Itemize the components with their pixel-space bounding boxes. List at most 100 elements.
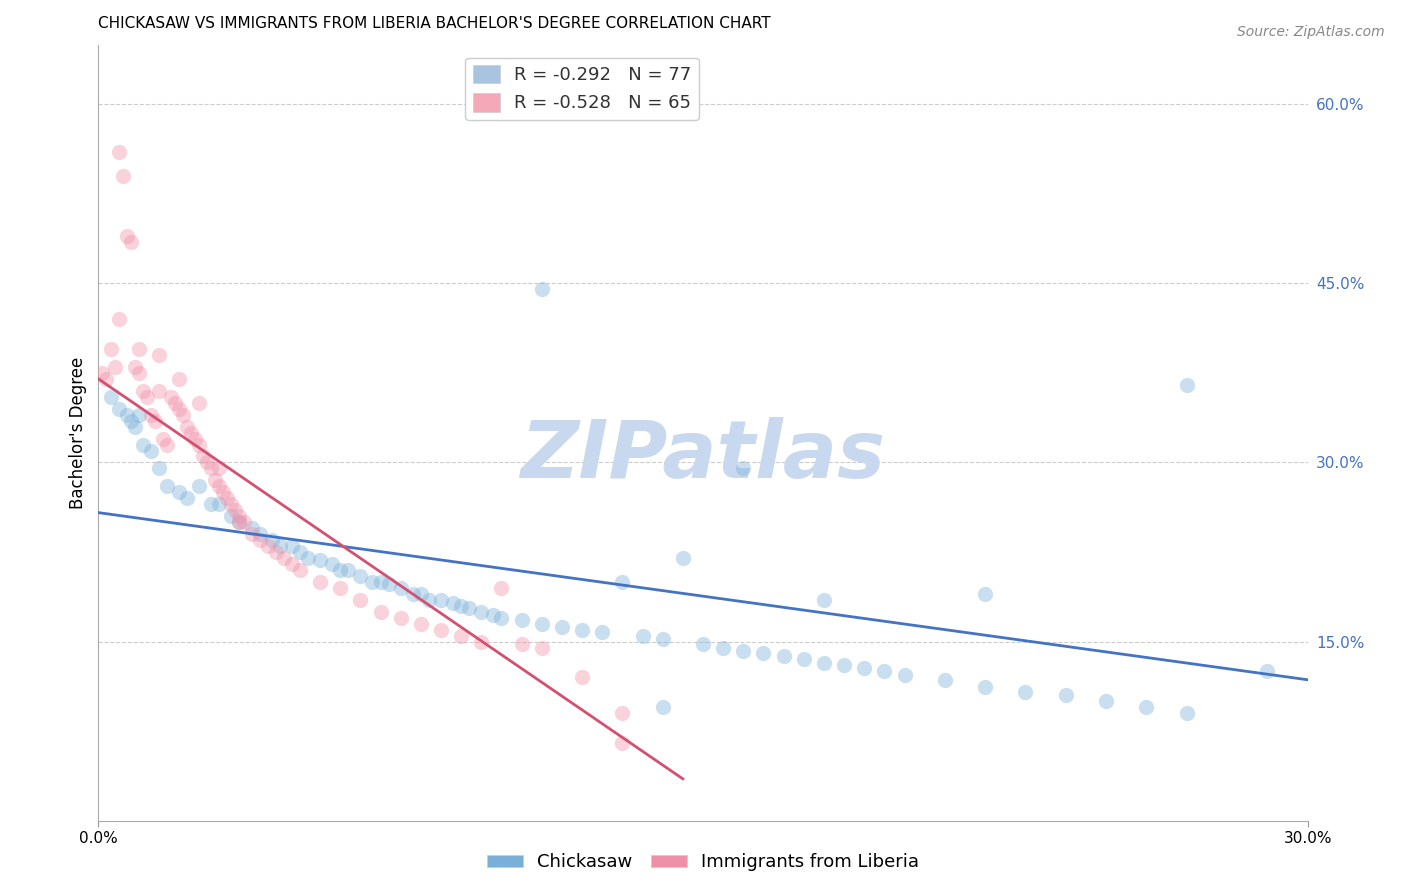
Point — [491, 581, 513, 595]
Point — [107, 312, 129, 326]
Point — [148, 461, 170, 475]
Point — [470, 605, 492, 619]
Point — [631, 629, 654, 643]
Point — [167, 372, 190, 386]
Point — [232, 515, 254, 529]
Point — [115, 228, 138, 243]
Point — [103, 359, 125, 374]
Point — [409, 587, 432, 601]
Point — [458, 601, 481, 615]
Point — [510, 613, 533, 627]
Point — [974, 680, 997, 694]
Point — [530, 282, 553, 296]
Text: CHICKASAW VS IMMIGRANTS FROM LIBERIA BACHELOR'S DEGREE CORRELATION CHART: CHICKASAW VS IMMIGRANTS FROM LIBERIA BAC… — [98, 16, 770, 31]
Point — [212, 485, 235, 500]
Point — [1135, 700, 1157, 714]
Point — [100, 390, 122, 404]
Point — [115, 408, 138, 422]
Point — [752, 647, 775, 661]
Point — [91, 366, 114, 380]
Point — [309, 574, 332, 589]
Point — [321, 557, 343, 571]
Point — [120, 235, 142, 249]
Point — [288, 563, 311, 577]
Point — [128, 408, 150, 422]
Point — [188, 437, 211, 451]
Point — [249, 527, 271, 541]
Point — [148, 348, 170, 362]
Point — [195, 455, 218, 469]
Point — [571, 670, 593, 684]
Point — [228, 509, 250, 524]
Point — [224, 503, 246, 517]
Point — [132, 437, 155, 451]
Point — [370, 574, 392, 589]
Point — [1054, 688, 1077, 702]
Point — [128, 366, 150, 380]
Point — [470, 634, 492, 648]
Point — [361, 574, 384, 589]
Point — [167, 401, 190, 416]
Point — [813, 656, 835, 670]
Point — [128, 342, 150, 356]
Point — [450, 629, 472, 643]
Point — [217, 491, 239, 506]
Point — [204, 474, 226, 488]
Point — [208, 497, 231, 511]
Point — [160, 390, 183, 404]
Point — [260, 533, 283, 547]
Point — [571, 623, 593, 637]
Point — [793, 652, 815, 666]
Point — [176, 491, 198, 506]
Point — [139, 408, 162, 422]
Point — [208, 479, 231, 493]
Point — [1095, 694, 1118, 708]
Point — [281, 539, 304, 553]
Point — [430, 623, 453, 637]
Point — [329, 581, 352, 595]
Point — [249, 533, 271, 547]
Point — [530, 640, 553, 655]
Point — [672, 551, 695, 566]
Point — [377, 577, 399, 591]
Point — [510, 637, 533, 651]
Point — [240, 527, 263, 541]
Point — [329, 563, 352, 577]
Point — [612, 574, 634, 589]
Point — [124, 419, 146, 434]
Point — [148, 384, 170, 398]
Point — [733, 461, 755, 475]
Point — [450, 599, 472, 613]
Point — [269, 539, 291, 553]
Point — [530, 616, 553, 631]
Text: Source: ZipAtlas.com: Source: ZipAtlas.com — [1237, 25, 1385, 39]
Point — [172, 408, 194, 422]
Point — [139, 443, 162, 458]
Point — [156, 479, 179, 493]
Point — [349, 569, 371, 583]
Point — [873, 665, 896, 679]
Point — [180, 425, 202, 440]
Point — [184, 432, 207, 446]
Point — [228, 515, 250, 529]
Point — [1014, 684, 1036, 698]
Point — [409, 616, 432, 631]
Point — [389, 610, 412, 624]
Point — [551, 620, 574, 634]
Point — [832, 658, 855, 673]
Point — [193, 450, 215, 464]
Point — [200, 461, 222, 475]
Point — [349, 592, 371, 607]
Legend: Chickasaw, Immigrants from Liberia: Chickasaw, Immigrants from Liberia — [479, 847, 927, 879]
Point — [111, 169, 134, 183]
Point — [167, 485, 190, 500]
Point — [692, 637, 714, 651]
Point — [430, 592, 453, 607]
Point — [337, 563, 360, 577]
Point — [591, 625, 613, 640]
Point — [651, 700, 673, 714]
Point — [370, 605, 392, 619]
Point — [281, 557, 304, 571]
Point — [107, 401, 129, 416]
Point — [711, 640, 734, 655]
